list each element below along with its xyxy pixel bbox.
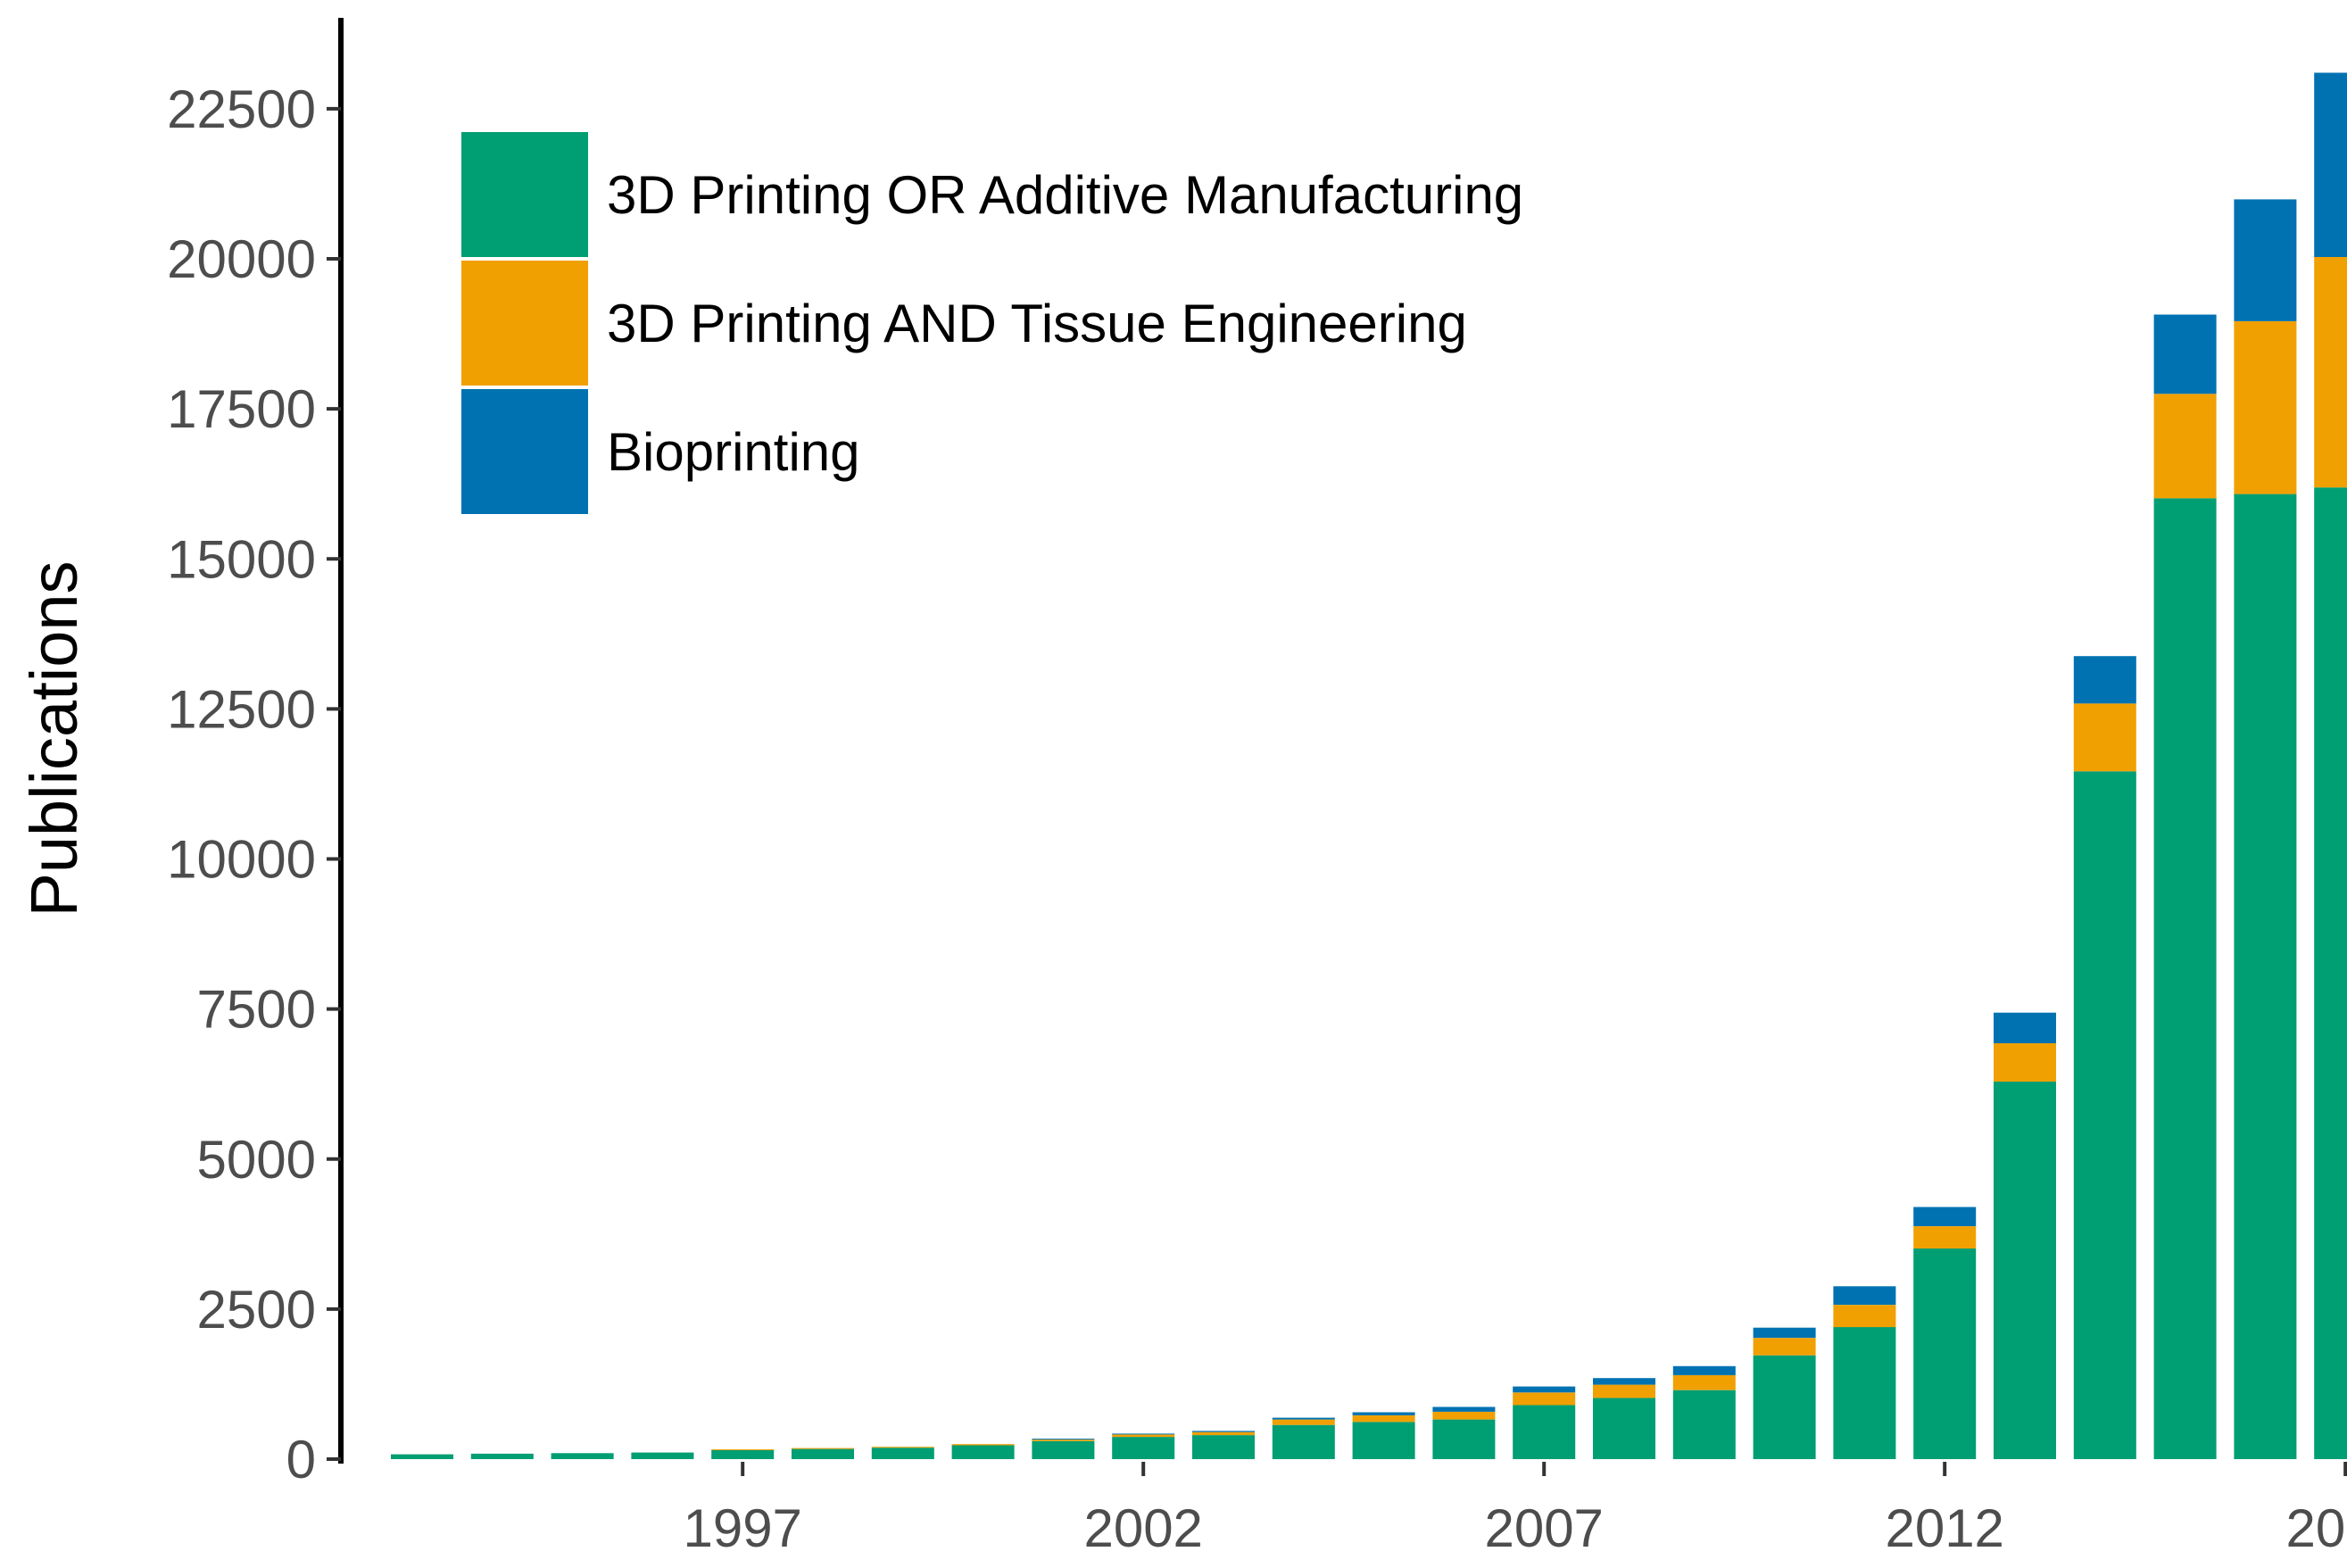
- y-tick-label: 2500: [197, 1280, 316, 1340]
- bar-2004-series-3: [1272, 1417, 1335, 1420]
- y-tick-label: 20000: [167, 229, 316, 289]
- bar-2006-series-1: [1432, 1419, 1496, 1459]
- bar-2010-series-1: [1753, 1355, 1816, 1459]
- bar-2008-series-3: [1593, 1378, 1655, 1385]
- y-tick-label: 5000: [197, 1130, 316, 1190]
- bar-2003-series-1: [1192, 1435, 1255, 1459]
- bar-2007-series-1: [1513, 1405, 1576, 1459]
- legend-key-1: [461, 132, 588, 257]
- bar-2015-series-2: [2153, 394, 2217, 499]
- bar-2011-series-2: [1833, 1305, 1896, 1328]
- bar-2001-series-1: [1032, 1440, 1095, 1459]
- bar-2017-series-1: [2314, 487, 2347, 1460]
- bar-2014-series-2: [2073, 703, 2136, 772]
- legend-key-3: [461, 389, 588, 514]
- bar-1997-series-1: [711, 1449, 775, 1459]
- bar-1994-series-1: [470, 1453, 534, 1459]
- legend-label-2: 3D Printing AND Tissue Engineering: [607, 294, 1467, 353]
- x-tick-label: 2002: [1083, 1498, 1202, 1558]
- x-tick-label: 1997: [683, 1498, 801, 1558]
- bar-1993-series-1: [391, 1454, 453, 1459]
- legend-key-2: [461, 261, 588, 386]
- y-tick-label: 22500: [167, 79, 316, 139]
- bar-2009-series-2: [1672, 1374, 1736, 1390]
- bar-2017-series-3: [2314, 72, 2347, 257]
- legend: 3D Printing OR Additive Manufacturing 3D …: [461, 132, 1523, 514]
- bar-2016-series-1: [2234, 494, 2297, 1459]
- bar-2008-series-2: [1593, 1384, 1655, 1398]
- bar-2014-series-3: [2073, 656, 2136, 704]
- bar-1995-series-1: [551, 1453, 614, 1459]
- x-tick-label: 2012: [1885, 1498, 2003, 1558]
- bar-2015-series-1: [2153, 498, 2217, 1459]
- bar-2008-series-1: [1593, 1398, 1655, 1459]
- bar-2005-series-2: [1352, 1415, 1415, 1423]
- bar-2016-series-3: [2234, 199, 2297, 321]
- bar-2011-series-1: [1833, 1327, 1896, 1459]
- bar-2013-series-2: [1994, 1043, 2056, 1082]
- bar-2005-series-3: [1352, 1412, 1415, 1415]
- bar-2002-series-2: [1112, 1434, 1175, 1438]
- bar-1998-series-2: [792, 1448, 854, 1449]
- bar-2015-series-3: [2153, 314, 2217, 394]
- bar-2014-series-1: [2073, 771, 2136, 1459]
- x-tick-label: 2017: [2285, 1498, 2347, 1558]
- y-tick-label: 10000: [167, 830, 316, 890]
- bar-2004-series-2: [1272, 1419, 1335, 1425]
- y-tick-label: 7500: [197, 980, 316, 1040]
- bar-1996-series-1: [631, 1452, 694, 1459]
- bar-2003-series-2: [1192, 1431, 1255, 1436]
- x-axis: 1997 2002 2007 2012 2017: [683, 1462, 2347, 1558]
- bar-2007-series-3: [1513, 1386, 1576, 1393]
- bar-2002-series-1: [1112, 1437, 1175, 1459]
- bar-2011-series-3: [1833, 1286, 1896, 1306]
- y-tick-label: 0: [286, 1430, 316, 1489]
- bar-2005-series-1: [1352, 1422, 1415, 1459]
- bar-2013-series-1: [1994, 1082, 2056, 1459]
- bar-2006-series-3: [1432, 1406, 1496, 1412]
- bar-2004-series-1: [1272, 1424, 1335, 1459]
- bar-1998-series-1: [792, 1448, 854, 1459]
- bar-2009-series-3: [1672, 1365, 1736, 1375]
- bar-2001-series-2: [1032, 1439, 1095, 1441]
- bar-2009-series-1: [1672, 1390, 1736, 1459]
- bar-1999-series-1: [871, 1448, 934, 1459]
- legend-label-1: 3D Printing OR Additive Manufacturing: [607, 165, 1523, 225]
- y-axis-title: Publications: [17, 560, 91, 917]
- y-tick-label: 12500: [167, 679, 316, 739]
- bar-2010-series-3: [1753, 1327, 1816, 1339]
- bar-2007-series-2: [1513, 1392, 1576, 1406]
- bar-2016-series-2: [2234, 320, 2297, 494]
- bar-1997-series-2: [711, 1448, 775, 1450]
- y-axis: 0 2500 5000 7500 10000 12500 15000 17500 20000 22…: [167, 18, 344, 1489]
- bar-2006-series-2: [1432, 1411, 1496, 1420]
- bar-2000-series-1: [951, 1445, 1015, 1459]
- bar-2002-series-3: [1112, 1433, 1175, 1435]
- bar-2012-series-2: [1913, 1226, 1977, 1249]
- bar-2012-series-3: [1913, 1207, 1977, 1226]
- bar-1999-series-2: [871, 1447, 934, 1448]
- legend-label-3: Bioprinting: [607, 422, 860, 482]
- y-tick-label: 15000: [167, 529, 316, 589]
- bar-2000-series-2: [951, 1444, 1015, 1446]
- y-tick-label: 17500: [167, 379, 316, 439]
- bar-2017-series-2: [2314, 257, 2347, 488]
- bars-group: [391, 72, 2347, 1460]
- x-tick-label: 2007: [1484, 1498, 1603, 1558]
- bar-2013-series-3: [1994, 1012, 2056, 1043]
- bar-2012-series-1: [1913, 1249, 1977, 1459]
- bar-2010-series-2: [1753, 1338, 1816, 1356]
